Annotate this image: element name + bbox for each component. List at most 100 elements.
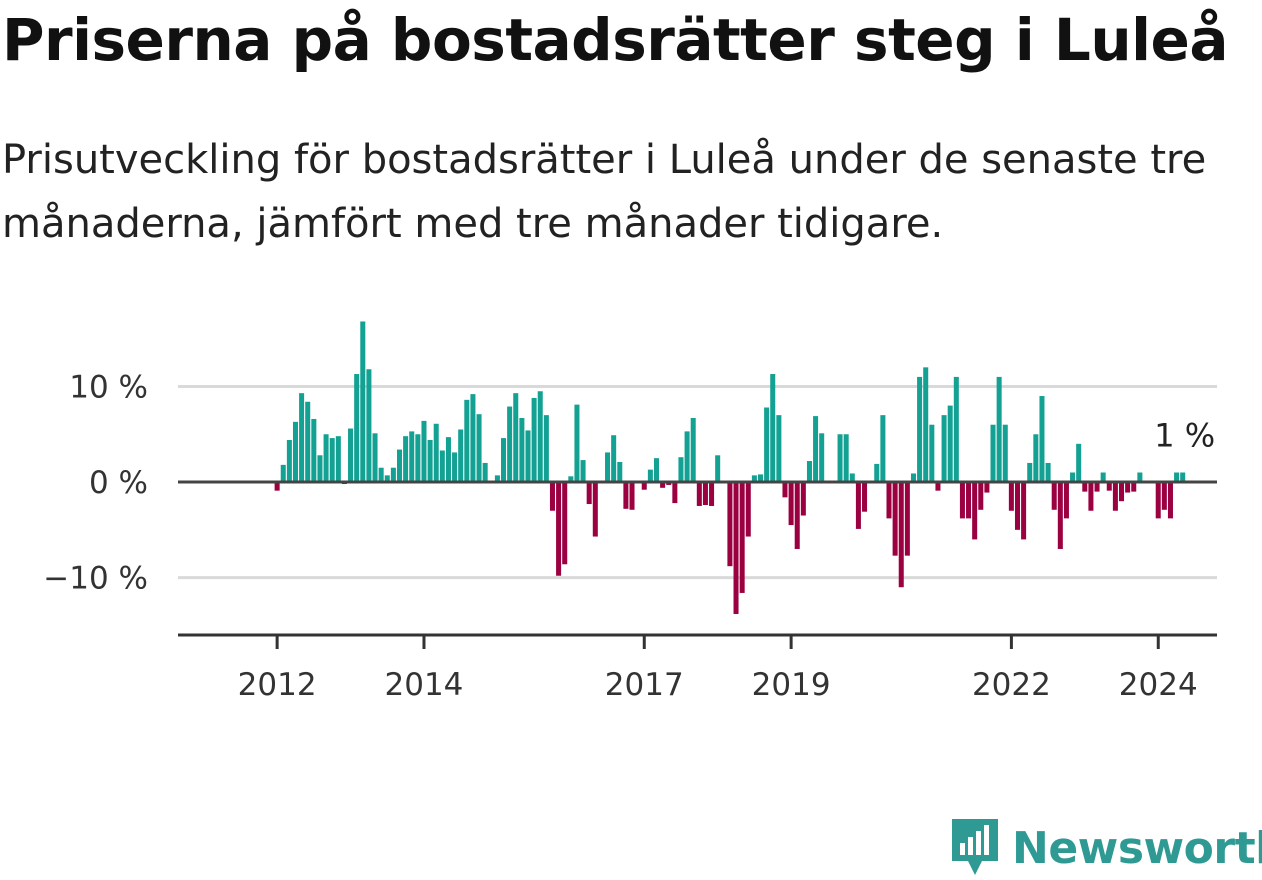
- bar: [390, 467, 396, 483]
- bar: [806, 461, 812, 483]
- bar: [1027, 462, 1033, 483]
- x-tick-label: 2019: [752, 667, 831, 703]
- bar: [672, 482, 678, 504]
- bar: [378, 467, 384, 483]
- bar: [647, 469, 653, 483]
- bar: [286, 440, 292, 483]
- bar: [299, 393, 305, 483]
- bar: [513, 393, 519, 483]
- bar: [1076, 443, 1082, 483]
- bar: [580, 460, 586, 483]
- bar: [452, 452, 458, 483]
- bar: [874, 463, 880, 483]
- bar: [733, 482, 739, 614]
- bar: [311, 418, 317, 483]
- bar: [1167, 482, 1173, 519]
- bar: [745, 482, 751, 537]
- gridlines: [178, 384, 1217, 580]
- bars: [274, 321, 1186, 614]
- bar: [1021, 482, 1027, 540]
- x-tick-label: 2017: [605, 667, 684, 703]
- bar: [819, 433, 825, 483]
- bar: [556, 482, 562, 576]
- bar: [1131, 482, 1137, 492]
- bar: [996, 376, 1002, 483]
- bar: [1063, 482, 1069, 519]
- bar: [292, 421, 298, 483]
- bar: [1057, 482, 1063, 549]
- bar: [519, 418, 525, 483]
- bar: [1174, 472, 1180, 483]
- bar: [605, 452, 611, 483]
- bar: [537, 391, 543, 483]
- bar: [959, 482, 965, 519]
- bar: [1180, 472, 1186, 483]
- bar: [531, 397, 537, 483]
- bar: [617, 461, 623, 483]
- bar: [1070, 472, 1076, 483]
- bar: [696, 482, 702, 506]
- bar: [476, 414, 482, 483]
- newsworthy-logo[interactable]: Newsworthy: [950, 816, 1262, 880]
- bar: [501, 438, 507, 483]
- bar: [421, 420, 427, 483]
- bar: [1112, 482, 1118, 511]
- bar: [892, 482, 898, 556]
- newsworthy-logo-icon: [952, 819, 998, 875]
- bar: [568, 476, 574, 483]
- bar: [329, 438, 335, 483]
- bar: [549, 482, 555, 511]
- bar: [751, 475, 757, 483]
- bar: [990, 424, 996, 483]
- bar: [384, 475, 390, 483]
- bar-chart: 10 % 0 % −10 % 2012 2014 2017 2019 2022 2024 1 %: [43, 321, 1217, 703]
- bar: [800, 482, 806, 516]
- bar: [880, 415, 886, 483]
- axes: [178, 480, 1217, 649]
- bar: [782, 482, 788, 498]
- bar: [978, 482, 984, 510]
- bar: [715, 455, 721, 483]
- bar: [415, 434, 421, 483]
- bar: [586, 482, 592, 505]
- bar: [770, 374, 776, 483]
- bar: [1008, 482, 1014, 511]
- bar: [1014, 482, 1020, 530]
- bar: [354, 374, 360, 483]
- bar: [348, 428, 354, 483]
- bar: [660, 482, 666, 488]
- bar: [898, 482, 904, 588]
- tick-labels: 10 % 0 % −10 % 2012 2014 2017 2019 2022 2024 1 %: [43, 369, 1215, 703]
- bar: [1100, 472, 1106, 483]
- bar: [305, 401, 311, 483]
- y-tick-label: −10 %: [43, 561, 148, 597]
- bar: [403, 436, 409, 483]
- bar: [941, 415, 947, 483]
- bar: [629, 482, 635, 510]
- bar: [929, 424, 935, 483]
- bar: [1125, 482, 1131, 493]
- bar: [1002, 424, 1008, 483]
- bar: [1094, 482, 1100, 492]
- bar: [904, 482, 910, 556]
- bar: [788, 482, 794, 526]
- bar: [709, 482, 715, 506]
- bar: [653, 458, 659, 483]
- chart-title: Priserna på bostadsrätter steg i Luleå: [2, 6, 1229, 74]
- bar: [947, 405, 953, 483]
- bar: [1106, 482, 1112, 491]
- bar: [507, 406, 513, 483]
- bar: [702, 482, 708, 505]
- bar: [494, 475, 500, 483]
- bar: [611, 435, 617, 483]
- bar: [886, 482, 892, 519]
- y-tick-label: 10 %: [69, 369, 148, 405]
- bar: [433, 423, 439, 483]
- bar: [458, 429, 464, 483]
- bar: [592, 482, 598, 537]
- x-tick-label: 2024: [1119, 667, 1198, 703]
- bar: [1082, 482, 1088, 492]
- bar: [684, 431, 690, 483]
- bar: [862, 482, 868, 512]
- bar: [280, 464, 286, 483]
